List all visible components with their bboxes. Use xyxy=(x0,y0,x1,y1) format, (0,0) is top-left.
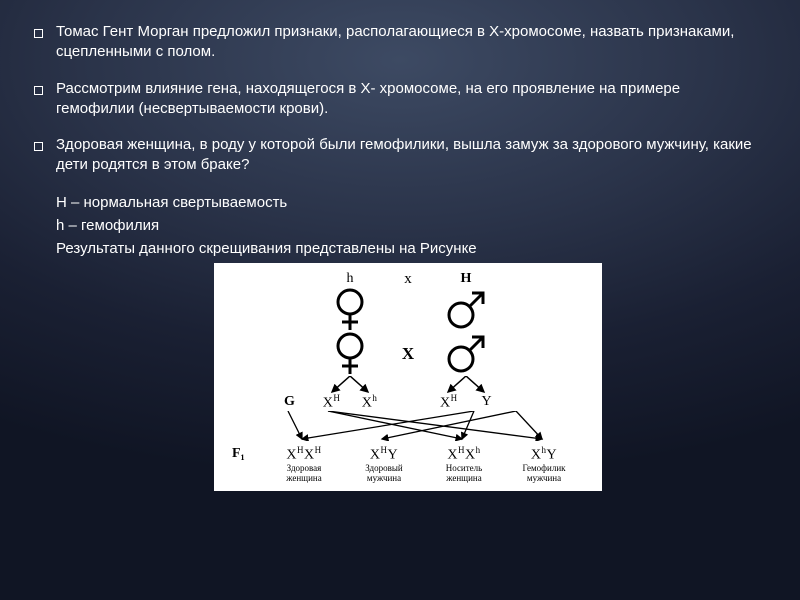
row-crossing-arrows xyxy=(232,411,584,446)
f1-3-geno: XHXh xyxy=(424,446,504,463)
f1-4: XhY Гемофилик мужчина xyxy=(504,446,584,484)
gamete-mH: XH xyxy=(440,394,458,411)
f1-1: XHXH Здоровая женщина xyxy=(264,446,344,484)
row-top-alleles: h x H xyxy=(232,271,584,288)
allele-male: H xyxy=(428,271,504,286)
female-gametes: XH Xh xyxy=(312,394,388,411)
f1-3-cap2: женщина xyxy=(424,474,504,483)
line-H: H – нормальная свертываемость xyxy=(56,192,760,213)
crossing-arrows-icon xyxy=(262,411,582,441)
gamete-mY: Y xyxy=(481,394,492,411)
f1-3-cap1: Носитель xyxy=(424,464,504,473)
bullet-1: Томас Гент Морган предложил признаки, ра… xyxy=(56,22,760,63)
f1-2-cap1: Здоровый xyxy=(344,464,424,473)
f1-4-cap2: мужчина xyxy=(504,474,584,483)
f1-3: XHXh Носитель женщина xyxy=(424,446,504,484)
male-gametes: XH Y xyxy=(428,394,504,411)
bullet-1-text: Томас Гент Морган предложил признаки, ра… xyxy=(56,22,760,63)
line-h: h – гемофилия xyxy=(56,215,760,236)
row-arrows-to-gametes xyxy=(232,376,584,394)
bullet-3-text: Здоровая женщина, в роду у которой были … xyxy=(56,135,760,176)
male-symbol xyxy=(428,288,504,332)
female-symbol-2 xyxy=(312,332,388,376)
cross-sep-top: x xyxy=(388,271,428,288)
venus-icon xyxy=(332,288,368,332)
male-symbol-2 xyxy=(428,332,504,376)
gamete-fH: XH xyxy=(323,394,341,411)
row-gametes: G XH Xh XH Y xyxy=(232,394,584,411)
f1-2: XHY Здоровый мужчина xyxy=(344,446,424,484)
bullet-3: Здоровая женщина, в роду у которой были … xyxy=(56,135,760,176)
row-parent-symbols xyxy=(232,288,584,332)
f1-1-geno: XHXH xyxy=(264,446,344,463)
crossing-svg-wrap xyxy=(262,411,582,446)
diagram-wrap: h x H xyxy=(56,263,760,492)
male-fork xyxy=(428,376,504,394)
row-parent-symbols-2: X xyxy=(232,332,584,376)
label-F1: F₁ xyxy=(232,446,264,462)
genetics-diagram: h x H xyxy=(214,263,602,492)
gamete-fh: Xh xyxy=(362,394,378,411)
venus-icon xyxy=(332,332,368,376)
slide: Томас Гент Морган предложил признаки, ра… xyxy=(0,0,800,600)
line-results: Результаты данного скрещивания представл… xyxy=(56,238,760,259)
row-F1: F₁ XHXH Здоровая женщина XHY Здоровый му… xyxy=(232,446,584,484)
female-symbol xyxy=(312,288,388,332)
f1-1-cap1: Здоровая xyxy=(264,464,344,473)
f1-4-geno: XhY xyxy=(504,446,584,463)
f1-4-cap1: Гемофилик xyxy=(504,464,584,473)
bullet-2-text: Рассмотрим влияние гена, находящегося в … xyxy=(56,79,760,120)
f1-1-cap2: женщина xyxy=(264,474,344,483)
label-G: G xyxy=(284,394,312,410)
f1-2-cap2: мужчина xyxy=(344,474,424,483)
mars-icon xyxy=(444,332,488,376)
female-fork xyxy=(312,376,388,394)
bullet-2: Рассмотрим влияние гена, находящегося в … xyxy=(56,79,760,120)
cross-sep-big: X xyxy=(388,344,428,364)
f1-2-geno: XHY xyxy=(344,446,424,463)
mars-icon xyxy=(444,288,488,332)
allele-female: h xyxy=(312,271,388,286)
